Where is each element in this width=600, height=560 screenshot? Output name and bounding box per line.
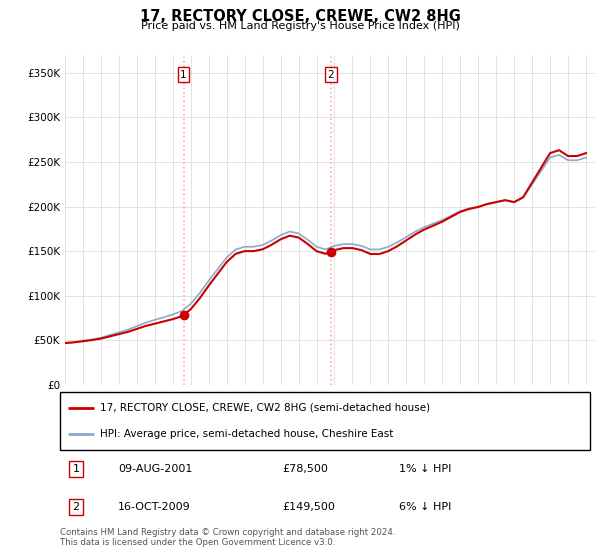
Text: 2: 2 — [73, 502, 79, 512]
Text: 16-OCT-2009: 16-OCT-2009 — [118, 502, 191, 512]
Text: 2: 2 — [328, 69, 334, 80]
Text: £78,500: £78,500 — [283, 464, 328, 474]
Text: £149,500: £149,500 — [283, 502, 335, 512]
Text: 09-AUG-2001: 09-AUG-2001 — [118, 464, 193, 474]
Text: Price paid vs. HM Land Registry's House Price Index (HPI): Price paid vs. HM Land Registry's House … — [140, 21, 460, 31]
Text: 17, RECTORY CLOSE, CREWE, CW2 8HG: 17, RECTORY CLOSE, CREWE, CW2 8HG — [140, 9, 460, 24]
Text: 1% ↓ HPI: 1% ↓ HPI — [399, 464, 452, 474]
Text: HPI: Average price, semi-detached house, Cheshire East: HPI: Average price, semi-detached house,… — [100, 430, 393, 440]
FancyBboxPatch shape — [60, 392, 590, 450]
Text: 1: 1 — [180, 69, 187, 80]
Text: Contains HM Land Registry data © Crown copyright and database right 2024.
This d: Contains HM Land Registry data © Crown c… — [60, 528, 395, 548]
Text: 6% ↓ HPI: 6% ↓ HPI — [399, 502, 452, 512]
Text: 1: 1 — [73, 464, 79, 474]
Text: 17, RECTORY CLOSE, CREWE, CW2 8HG (semi-detached house): 17, RECTORY CLOSE, CREWE, CW2 8HG (semi-… — [100, 403, 430, 413]
